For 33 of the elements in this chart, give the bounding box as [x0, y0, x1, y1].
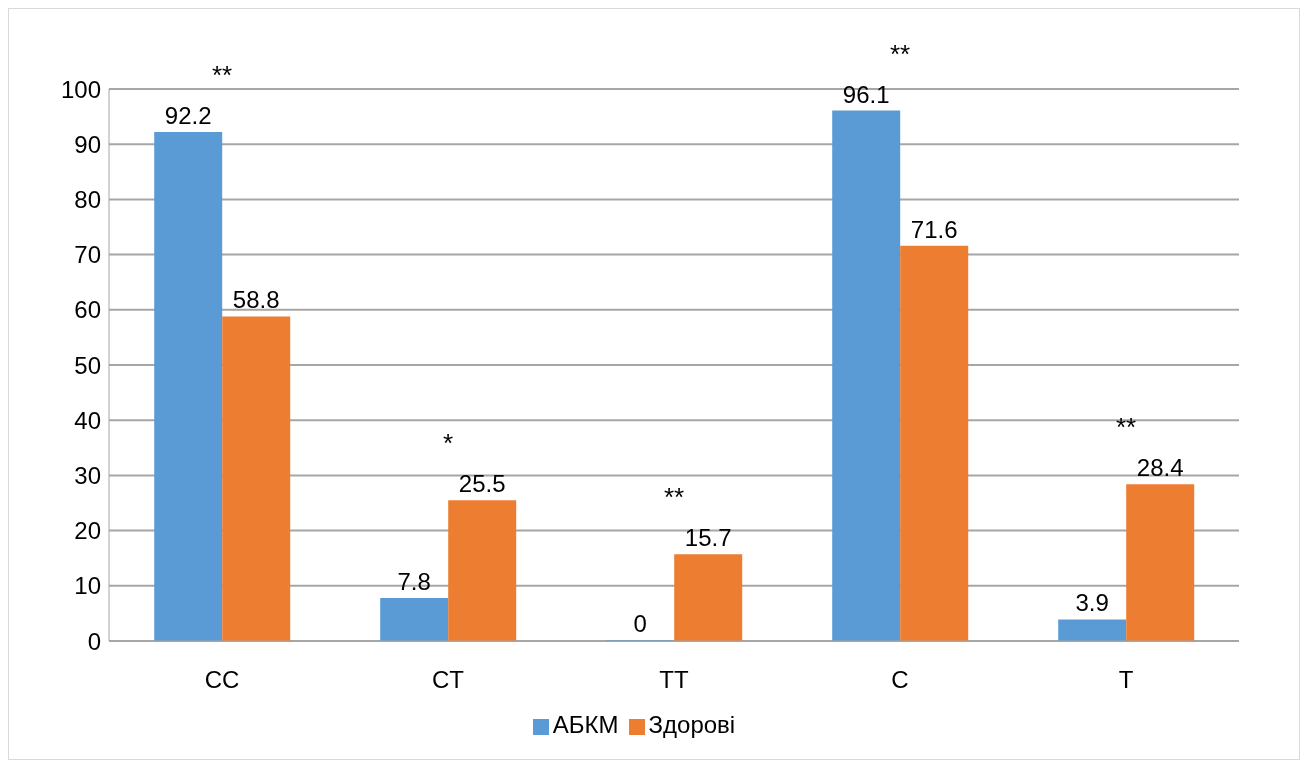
- annotation: **: [211, 60, 233, 91]
- y-tick-label: 90: [74, 130, 101, 158]
- data-label: 7.8: [397, 567, 431, 595]
- y-tick-label: 40: [74, 406, 101, 434]
- x-tick-label: T: [1118, 666, 1134, 694]
- x-tick-label: TT: [659, 666, 689, 694]
- legend-label: АБКМ: [552, 711, 619, 738]
- y-tick-label: 30: [74, 461, 101, 489]
- data-label: 92.2: [164, 102, 212, 130]
- x-tick-label: CT: [432, 666, 465, 694]
- text: **: [889, 38, 911, 69]
- y-tick-label: 70: [74, 241, 101, 269]
- y-tick-label: 100: [60, 75, 101, 103]
- annotation: *: [442, 428, 454, 459]
- annotation: **: [663, 482, 685, 513]
- data-label: 71.6: [910, 215, 958, 243]
- x-tick-label: CC: [204, 666, 240, 694]
- data-label: 0: [633, 610, 647, 637]
- x-tick-label: C: [891, 666, 909, 694]
- annotation: **: [1115, 412, 1137, 443]
- data-label: 58.8: [232, 286, 280, 314]
- legend-label: Здорові: [648, 711, 736, 738]
- y-tick-label: 0: [87, 627, 101, 655]
- y-tick-label: 50: [74, 351, 101, 379]
- y-tick-label: 80: [74, 185, 101, 213]
- y-tick-label: 60: [74, 296, 101, 324]
- y-tick-label: 20: [74, 517, 101, 545]
- data-label: 3.9: [1075, 589, 1109, 617]
- y-tick-label: 10: [74, 572, 101, 600]
- data-label: 28.4: [1136, 454, 1184, 482]
- data-label: 96.1: [842, 80, 890, 108]
- data-label: 25.5: [458, 470, 506, 498]
- data-label: 15.7: [684, 524, 732, 552]
